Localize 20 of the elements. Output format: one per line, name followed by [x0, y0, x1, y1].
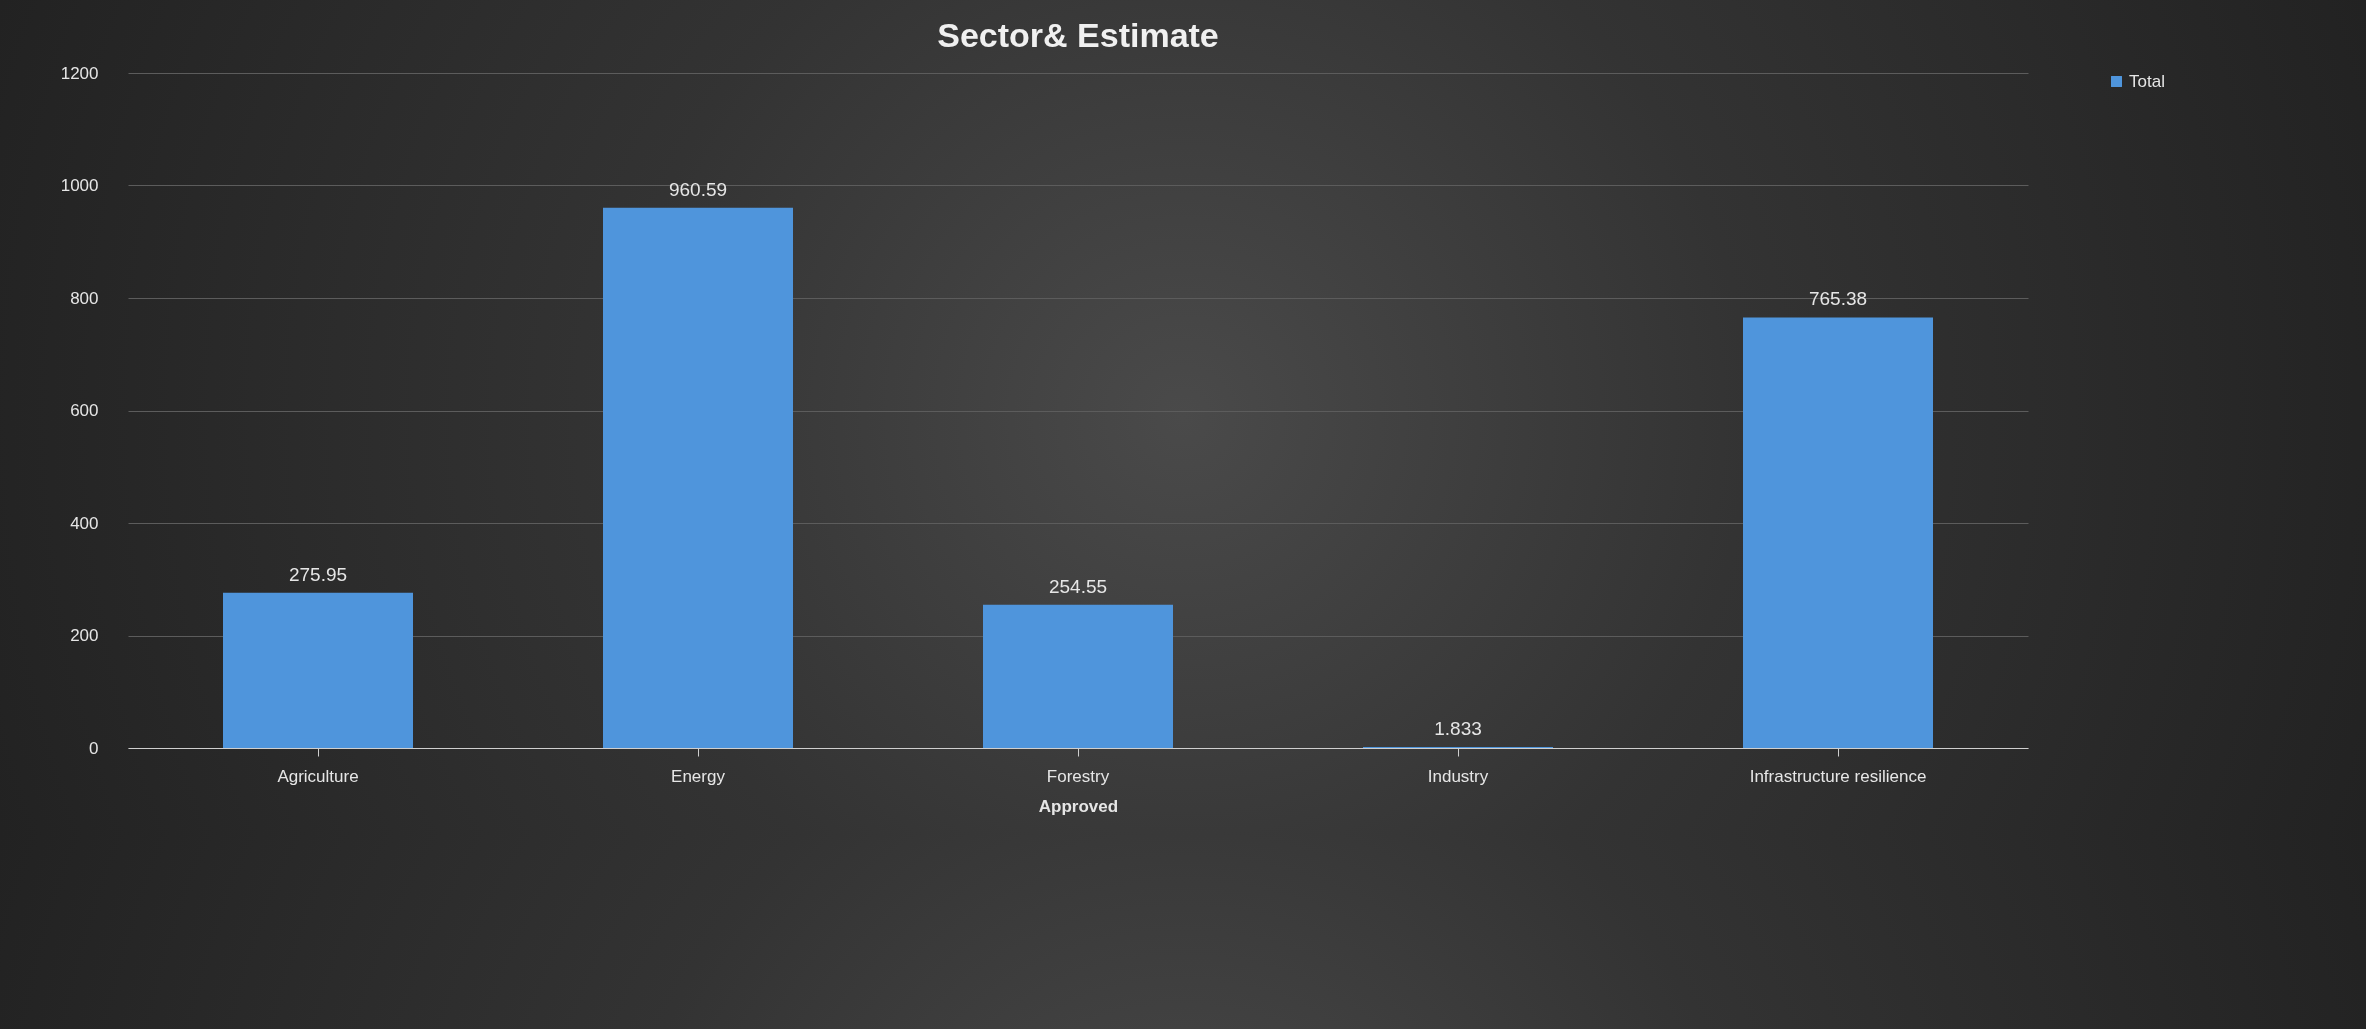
x-axis-title: Approved	[1038, 796, 1119, 816]
y-tick-label: 0	[89, 738, 99, 758]
chart-title: Sector& Estimate	[937, 16, 1219, 54]
x-tick-label: Agriculture	[277, 766, 359, 786]
data-label: 275.95	[288, 563, 348, 585]
y-tick-label: 1200	[60, 63, 99, 83]
x-tick-label: Energy	[671, 766, 726, 786]
data-label: 1.833	[1434, 717, 1482, 739]
data-label: 960.59	[668, 178, 728, 200]
y-tick-label: 400	[70, 513, 99, 533]
legend-label: Total	[2129, 71, 2165, 91]
y-tick-label: 800	[70, 288, 99, 308]
y-tick-label: 1000	[60, 176, 99, 195]
x-tick-label: Forestry	[1046, 766, 1110, 786]
y-tick-label: 600	[70, 401, 99, 420]
x-tick-label: Industry	[1427, 766, 1489, 786]
x-tick-label: Infrastructure resilience	[1749, 766, 1927, 786]
data-label: 254.55	[1048, 575, 1108, 597]
data-label: 765.38	[1808, 288, 1868, 310]
y-tick-label: 200	[70, 626, 99, 645]
